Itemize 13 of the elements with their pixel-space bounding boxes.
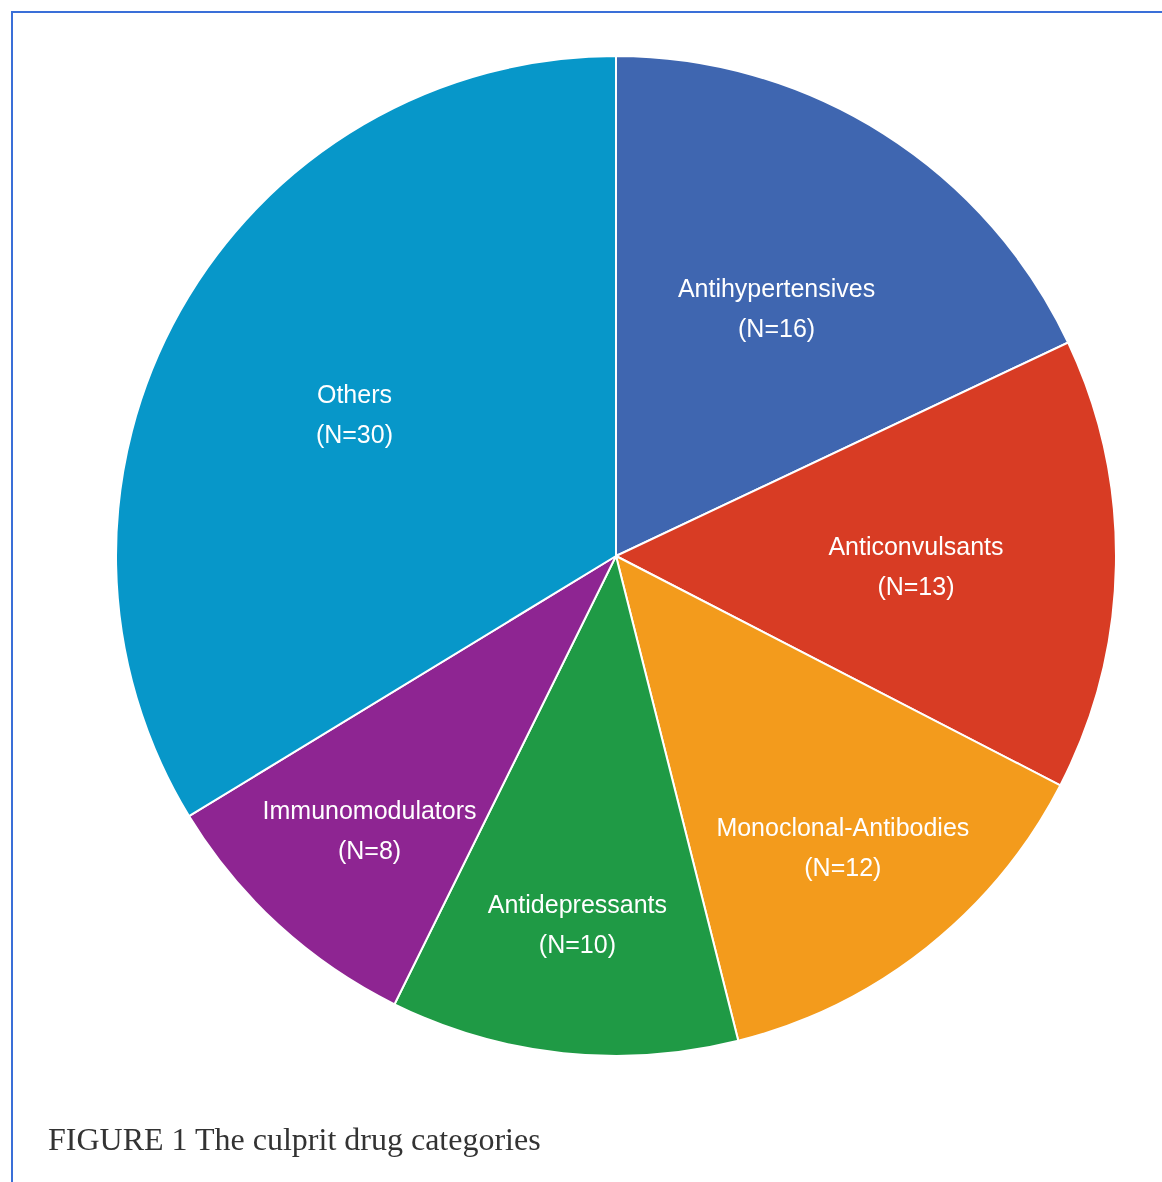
data-label: (N=30)	[315, 420, 394, 449]
slice-label: Antihypertensives	[677, 273, 876, 302]
text: FIGURE 1 The culprit drug categories	[48, 1121, 541, 1157]
slice-label: Anticonvulsants	[828, 532, 1004, 561]
slice-label: Monoclonal-Antibodies	[716, 812, 970, 841]
data-label: (N=16)	[738, 313, 816, 342]
data-label: (N=12)	[804, 852, 882, 881]
slice-label: Others	[316, 380, 392, 409]
data-label: (N=10)	[538, 929, 616, 958]
data-label: (N=13)	[877, 572, 955, 601]
slice-label: Antidepressants	[487, 889, 668, 918]
slice-label: Immunomodulators	[262, 796, 477, 825]
data-label: (N=8)	[337, 836, 402, 865]
